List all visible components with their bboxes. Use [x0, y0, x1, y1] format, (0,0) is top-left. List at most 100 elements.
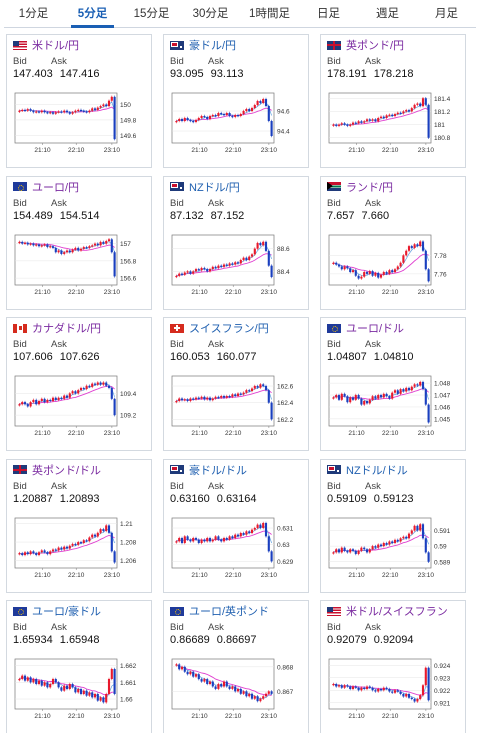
flag-us-icon [327, 606, 341, 616]
tab-0[interactable]: 1分足 [18, 8, 49, 20]
tab-4[interactable]: 1時間足 [249, 8, 290, 20]
rate-card[interactable]: ユーロ/豪ドル Bid Ask 1.65934 1.65948 1.662 1.661 1.6… [6, 600, 152, 733]
ask-value: 107.626 [59, 351, 100, 363]
rate-card[interactable]: NZドル/ドル Bid Ask 0.59109 0.59123 0.591 0.59 0.58… [320, 458, 466, 593]
candle-body [51, 112, 55, 114]
candle-body [421, 685, 425, 696]
y-tick-label: 7.78 [434, 252, 447, 259]
x-tick-label: 21:10 [191, 713, 208, 720]
candle-body [354, 269, 357, 276]
candle-body [208, 268, 212, 271]
tab-7[interactable]: 月足 [435, 8, 458, 20]
ask-value: 0.59123 [373, 492, 414, 505]
candle-body [239, 532, 242, 536]
pair-link[interactable]: 英ポンド/ドル [32, 464, 102, 477]
pair-link[interactable]: 豪ドル/ドル [189, 464, 248, 477]
candle-body [410, 108, 413, 112]
candle-body [46, 682, 49, 688]
candle-body [351, 397, 355, 400]
rate-card[interactable]: 英ポンド/ドル Bid Ask 1.20887 1.20893 1.21 1.208 1.20… [6, 458, 152, 593]
candle-body [37, 680, 41, 684]
tab-5[interactable]: 日足 [317, 8, 340, 20]
candle-body [43, 243, 46, 246]
candle-body [410, 697, 413, 699]
rate-card[interactable]: ユーロ/ドル Bid Ask 1.04807 1.04810 1.048 1.047 1.04… [320, 317, 466, 451]
quote-labels: Bid Ask [170, 56, 302, 67]
candle-body [264, 386, 268, 391]
candle-body [85, 246, 88, 248]
ask-value: 1.20893 [59, 492, 100, 505]
rate-card[interactable]: カナダドル/円 Bid Ask 107.606 107.626 109.4 109.2 21:… [6, 317, 152, 451]
y-tick-label: 7.76 [434, 271, 447, 278]
pair-link[interactable]: ユーロ/英ポンド [189, 606, 270, 618]
pair-link[interactable]: ユーロ/ドル [346, 323, 405, 335]
pair-link[interactable]: 豪ドル/円 [189, 40, 237, 52]
candle-body [63, 685, 66, 691]
tab-6[interactable]: 週足 [376, 8, 399, 20]
candle-body [262, 696, 265, 699]
pair-link[interactable]: ユーロ/豪ドル [32, 606, 102, 618]
tab-1[interactable]: 5分足 [63, 0, 122, 28]
candle-body [186, 118, 189, 120]
flag-au-icon [170, 40, 184, 50]
candle-body [354, 395, 357, 400]
rate-card[interactable]: 米ドル/スイスフラン Bid Ask 0.92079 0.92094 0.924 0.923… [320, 600, 466, 733]
candle-body [105, 694, 108, 703]
candlestick-chart: 0.591 0.59 0.589 21:10 22:10 23:10 [328, 517, 451, 579]
quote-values: 93.095 93.113 [170, 68, 302, 81]
candle-body [82, 387, 85, 390]
rate-card[interactable]: ユーロ/英ポンド Bid Ask 0.86689 0.86697 0.868 0.867 21… [163, 600, 309, 733]
candle-body [82, 246, 85, 249]
candle-body [71, 112, 74, 114]
pair-link[interactable]: NZドル/ドル [346, 464, 408, 477]
rate-card[interactable]: ユーロ/円 Bid Ask 154.489 154.514 157 156.8 156.6 21… [6, 175, 152, 310]
candle-body [405, 536, 408, 538]
rate-card[interactable]: NZドル/円 Bid Ask 87.132 87.152 88.6 88.4 21:10 22:… [163, 175, 309, 310]
pair-link[interactable]: ランド/円 [346, 181, 394, 194]
candle-body [250, 108, 254, 111]
pair-link[interactable]: ユーロ/円 [32, 181, 80, 194]
candle-body [71, 543, 74, 546]
candle-body [178, 398, 181, 401]
candle-body [250, 529, 254, 533]
candlestick-chart: 94.6 94.4 21:10 22:10 23:10 [171, 92, 290, 154]
candle-body [228, 262, 231, 266]
y-tick-label: 156.8 [120, 258, 137, 265]
candle-body [264, 241, 268, 251]
candle-body [256, 386, 259, 388]
pair-link[interactable]: スイスフラン/円 [189, 323, 269, 335]
rate-card[interactable]: 豪ドル/円 Bid Ask 93.095 93.113 94.6 94.4 21:10 22:1… [163, 34, 309, 168]
rate-card[interactable]: 豪ドル/ドル Bid Ask 0.63160 0.63164 0.631 0.63 0.629… [163, 458, 309, 593]
candle-body [214, 115, 217, 117]
candle-body [21, 675, 24, 679]
plot-frame [14, 658, 118, 710]
ask-label: Ask [208, 622, 224, 633]
pair-link[interactable]: 英ポンド/円 [346, 40, 405, 52]
tab-2[interactable]: 15分足 [133, 8, 170, 20]
bid-value: 1.04807 [327, 351, 367, 363]
candle-body [236, 534, 240, 536]
pair-link[interactable]: NZドル/円 [189, 181, 240, 194]
ask-value: 147.416 [59, 68, 100, 80]
candle-body [360, 276, 363, 279]
tab-3[interactable]: 30分足 [192, 8, 229, 20]
pair-link[interactable]: 米ドル/スイスフラン [346, 606, 448, 618]
card-title: スイスフラン/円 [170, 321, 302, 335]
pair-link[interactable]: 米ドル/円 [32, 40, 80, 52]
candle-body [211, 539, 214, 541]
rate-card[interactable]: スイスフラン/円 Bid Ask 160.053 160.077 162.6 162.4 16… [163, 317, 309, 451]
pair-link[interactable]: カナダドル/円 [32, 323, 102, 335]
flag-ca-icon [13, 323, 27, 333]
rate-card[interactable]: ランド/円 Bid Ask 7.657 7.660 7.78 7.76 21:10 22:10 2… [320, 175, 466, 310]
candle-body [175, 275, 178, 277]
candle-body [222, 264, 226, 267]
ask-label: Ask [51, 339, 67, 350]
x-tick-label: 21:10 [191, 147, 208, 154]
plot-frame [171, 375, 275, 427]
rate-card[interactable]: 英ポンド/円 Bid Ask 178.191 178.218 181.4 181.2 181 1… [320, 34, 466, 168]
candle-body [18, 241, 21, 243]
candle-body [351, 122, 355, 125]
candle-body [220, 396, 223, 398]
rate-card[interactable]: 米ドル/円 Bid Ask 147.403 147.416 150 149.8 149.6 21… [6, 34, 152, 168]
candle-body [96, 694, 99, 701]
